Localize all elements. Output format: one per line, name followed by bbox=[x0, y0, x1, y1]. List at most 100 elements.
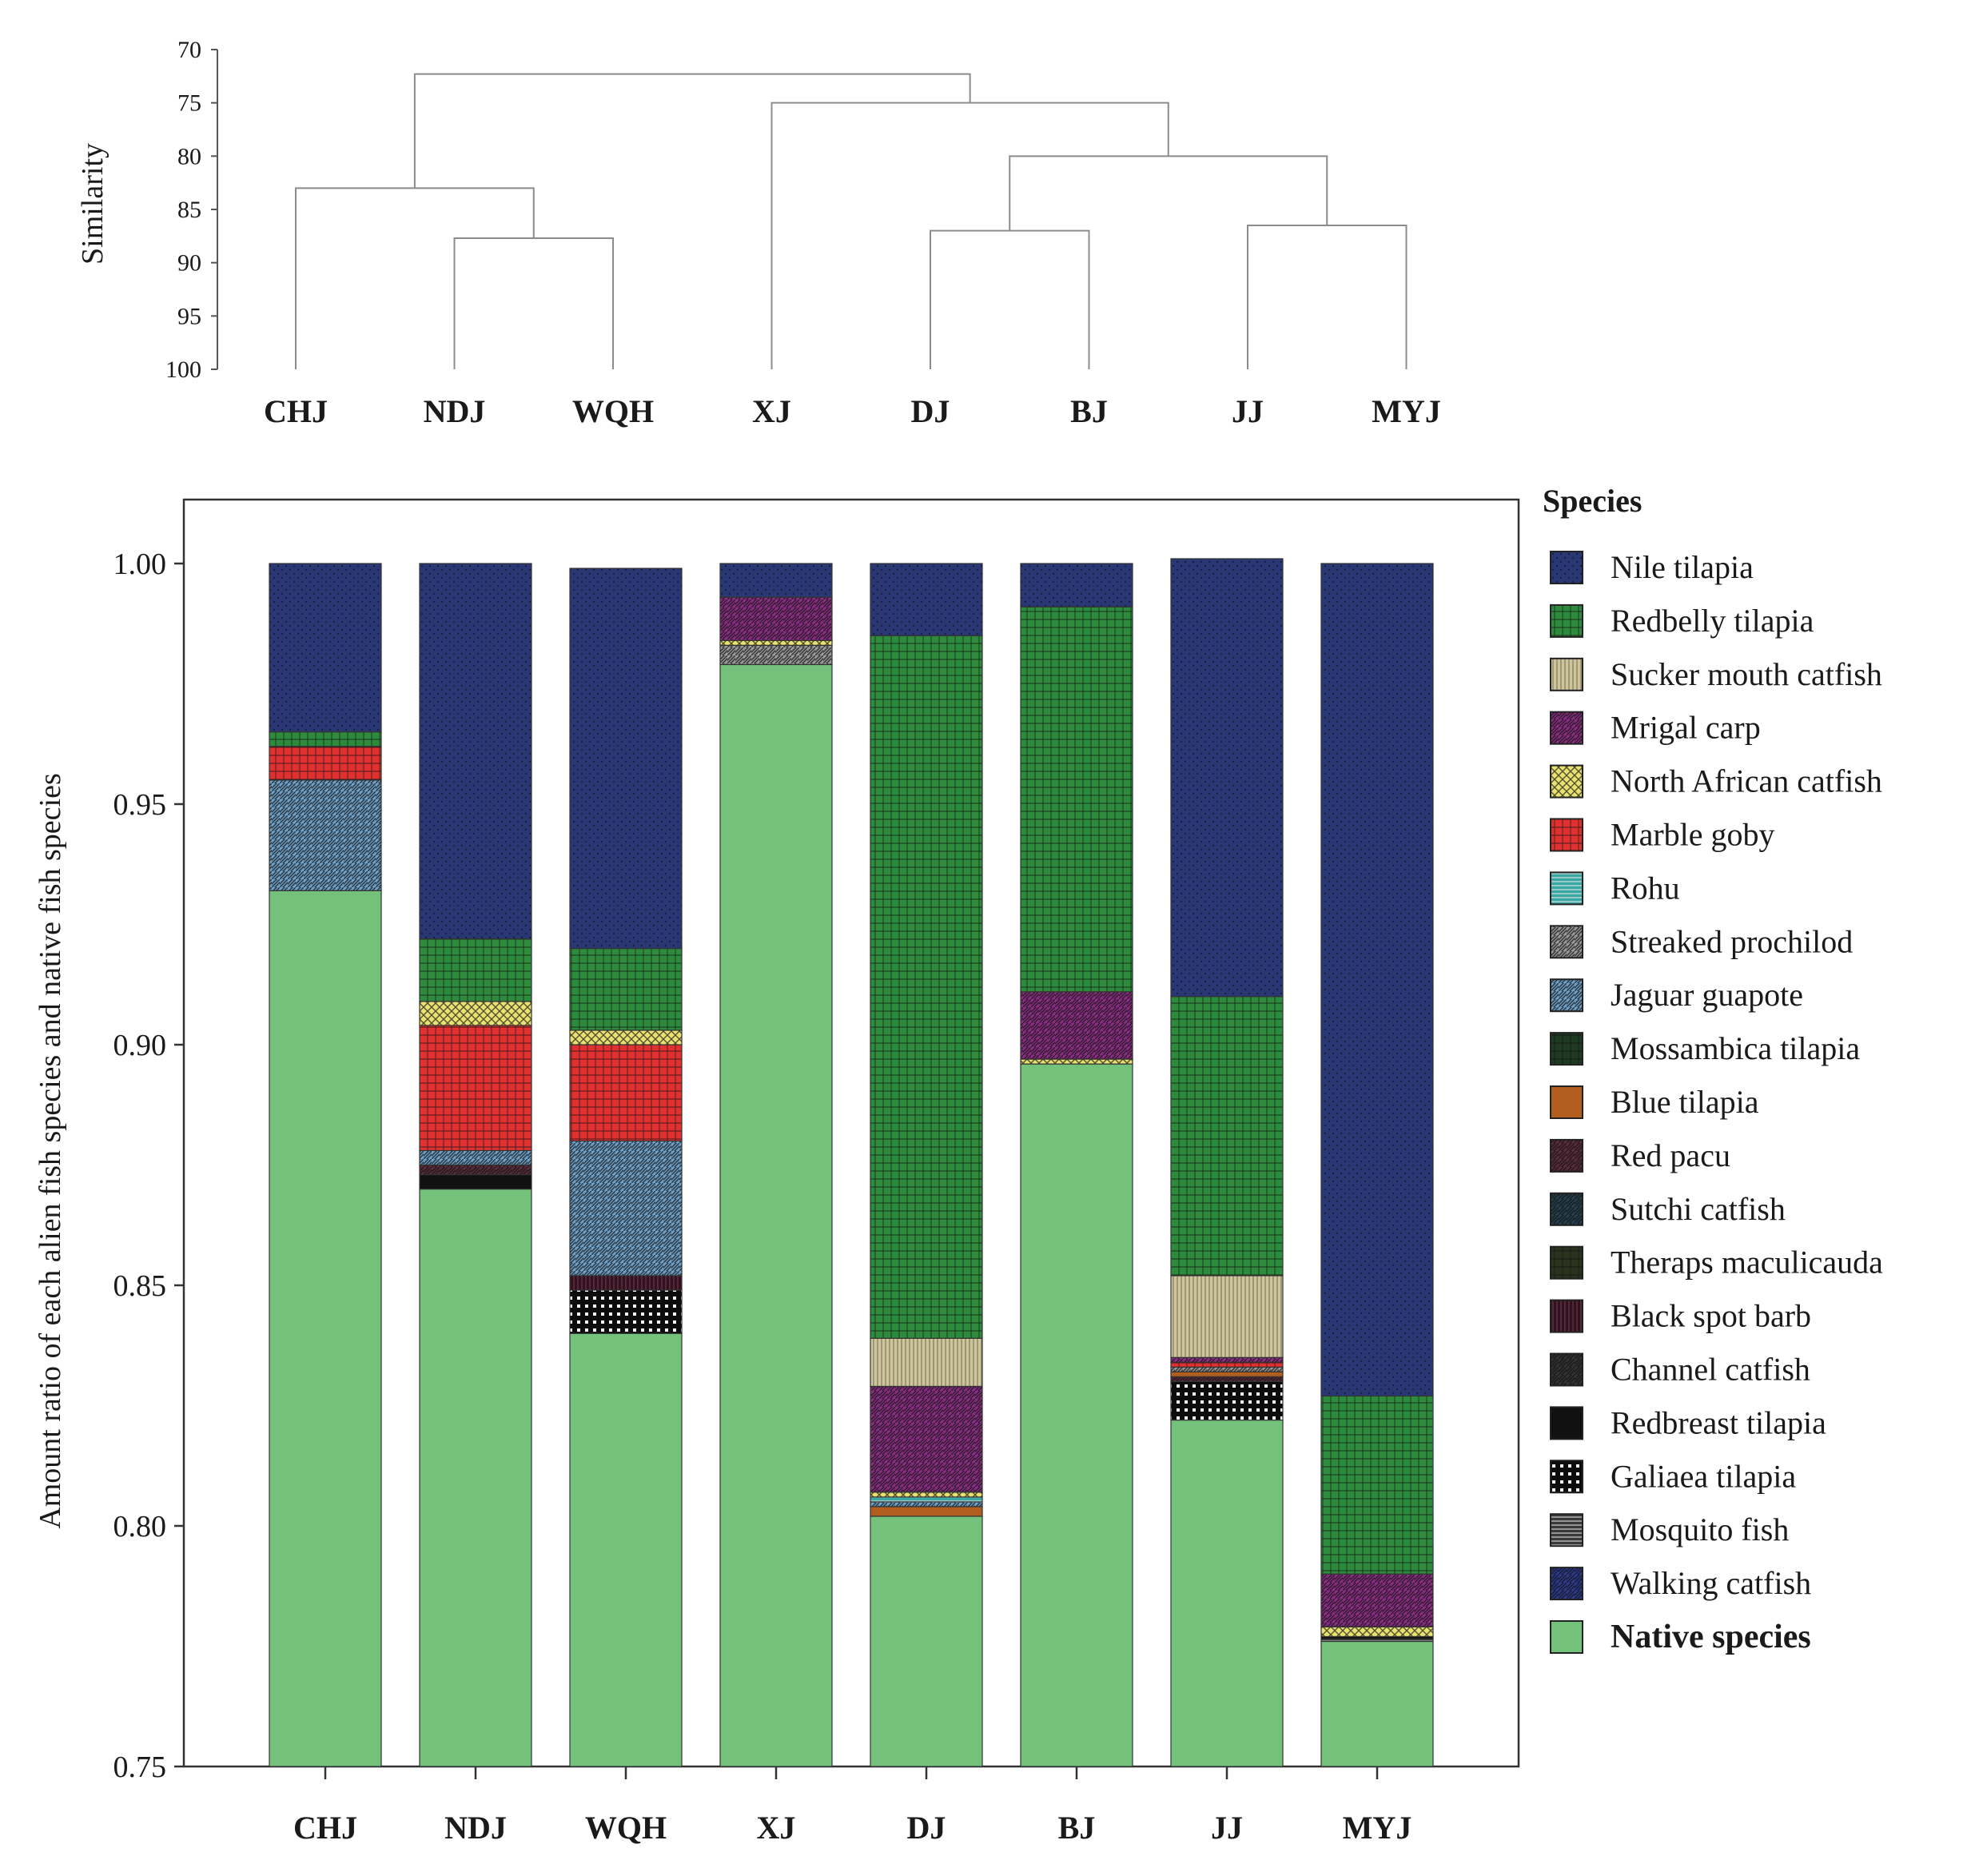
legend-swatch-red-pacu bbox=[1550, 1138, 1583, 1173]
bar-segment-wqh-native-species bbox=[569, 1332, 683, 1767]
legend-swatch-streaked-prochilod bbox=[1550, 925, 1583, 959]
legend-swatch-jaguar-guapote bbox=[1550, 978, 1583, 1013]
legend-swatch-rohu bbox=[1550, 871, 1583, 906]
legend-swatch-redbreast-tilapia bbox=[1550, 1406, 1583, 1440]
legend: Species Nile tilapia Redbelly tilapia Suck… bbox=[1543, 483, 1883, 1655]
dendrogram-y-ticks: 70 75 80 85 90 95 100 bbox=[165, 37, 217, 383]
dendrogram-link-m2 bbox=[295, 187, 535, 369]
bar-segment-wqh-nile-tilapia bbox=[569, 568, 683, 950]
legend-swatch-nile-tilapia bbox=[1550, 551, 1583, 584]
bar-segment-chj-native-species bbox=[269, 890, 382, 1767]
dendrogram-link-m7 bbox=[413, 73, 971, 189]
dendrogram-leaf-dj: DJ bbox=[911, 393, 950, 429]
bar-segment-chj-jaguar-guapote bbox=[269, 779, 382, 891]
legend-swatch-sucker-mouth-catfish bbox=[1550, 657, 1583, 691]
bar-segment-dj-nile-tilapia bbox=[870, 563, 983, 636]
dendrogram-link-m4 bbox=[1247, 225, 1408, 369]
bar-segment-wqh-redbelly-tilapia bbox=[569, 947, 683, 1031]
dendrogram-leaf-chj: CHJ bbox=[264, 393, 328, 429]
bar-segment-chj-redbelly-tilapia bbox=[269, 731, 382, 747]
legend-title: Species bbox=[1543, 483, 1642, 519]
bar-segment-wqh-north-african-catfish bbox=[569, 1030, 683, 1046]
bar-y-tick-label: 0.85 bbox=[113, 1269, 167, 1303]
dendrogram-leaf-jj: JJ bbox=[1232, 393, 1264, 429]
bar-x-label-myj: MYJ bbox=[1343, 1810, 1412, 1846]
bar-x-label-xj: XJ bbox=[757, 1810, 796, 1846]
bar-y-axis-title: Amount ratio of each alien fish species … bbox=[34, 773, 67, 1528]
bar-stack-chj bbox=[269, 563, 382, 1767]
bar-segment-ndj-redbelly-tilapia bbox=[419, 938, 532, 1002]
dendrogram-leaf-wqh: WQH bbox=[572, 393, 654, 429]
bar-segment-dj-north-african-catfish bbox=[870, 1492, 983, 1498]
legend-label-theraps-maculicauda: Theraps maculicauda bbox=[1611, 1245, 1883, 1281]
legend-label-streaked-prochilod: Streaked prochilod bbox=[1611, 923, 1853, 959]
bar-segment-myj-mrigal-carp bbox=[1320, 1573, 1434, 1628]
bar-segment-xj-north-african-catfish bbox=[719, 639, 833, 646]
bar-segment-wqh-galiaea-tilapia bbox=[569, 1289, 683, 1334]
bar-segment-myj-north-african-catfish bbox=[1320, 1626, 1434, 1638]
legend-label-sucker-mouth-catfish: Sucker mouth catfish bbox=[1611, 656, 1882, 692]
bar-segment-dj-redbelly-tilapia bbox=[870, 635, 983, 1339]
bar-y-tick-label: 0.80 bbox=[113, 1510, 167, 1543]
legend-label-black-spot-barb: Black spot barb bbox=[1611, 1298, 1811, 1334]
bar-x-ticks: CHJ NDJ WQH XJ DJ BJ JJ MYJ bbox=[293, 1766, 1412, 1846]
dendrogram-leaf-myj: MYJ bbox=[1372, 393, 1441, 429]
bar-stack-wqh bbox=[569, 568, 683, 1767]
legend-label-red-pacu: Red pacu bbox=[1611, 1137, 1730, 1173]
bar-segment-ndj-redbreast-tilapia bbox=[419, 1173, 532, 1190]
bar-x-label-chj: CHJ bbox=[293, 1810, 357, 1846]
bar-segment-ndj-north-african-catfish bbox=[419, 1001, 532, 1026]
stacked-bar-panel: Amount ratio of each alien fish species … bbox=[34, 498, 1520, 1846]
bar-segment-bj-nile-tilapia bbox=[1020, 563, 1133, 607]
legend-label-rohu: Rohu bbox=[1611, 870, 1680, 906]
bar-segment-jj-marble-goby bbox=[1170, 1361, 1284, 1368]
legend-swatch-theraps-maculicauda bbox=[1550, 1245, 1583, 1280]
legend-swatch-redbelly-tilapia bbox=[1550, 603, 1583, 638]
legend-label-walking-catfish: Walking catfish bbox=[1611, 1565, 1811, 1601]
dendrogram-links bbox=[295, 73, 1408, 369]
bar-x-label-bj: BJ bbox=[1058, 1810, 1096, 1846]
bar-segment-wqh-jaguar-guapote bbox=[569, 1140, 683, 1277]
legend-label-channel-catfish: Channel catfish bbox=[1611, 1352, 1810, 1388]
bar-segment-myj-nile-tilapia bbox=[1320, 563, 1434, 1397]
bar-segment-jj-galiaea-tilapia bbox=[1170, 1380, 1284, 1421]
bar-segment-jj-nile-tilapia bbox=[1170, 558, 1284, 998]
bar-segment-xj-native-species bbox=[719, 663, 833, 1767]
plot-frame bbox=[182, 498, 1520, 1768]
legend-label-redbelly-tilapia: Redbelly tilapia bbox=[1611, 603, 1814, 639]
dendrogram-tick-label: 85 bbox=[177, 197, 201, 223]
bar-segment-jj-blue-tilapia bbox=[1170, 1371, 1284, 1377]
bar-y-tick-label: 0.90 bbox=[113, 1029, 167, 1062]
bar-segment-chj-nile-tilapia bbox=[269, 563, 382, 733]
bar-stack-bj bbox=[1020, 563, 1133, 1767]
legend-swatch-native-species bbox=[1550, 1620, 1583, 1654]
legend-swatch-walking-catfish bbox=[1550, 1567, 1583, 1601]
bar-segment-ndj-native-species bbox=[419, 1188, 532, 1767]
dendrogram-leaf-bj: BJ bbox=[1070, 393, 1108, 429]
legend-swatch-mossambica-tilapia bbox=[1550, 1032, 1583, 1066]
legend-swatch-blue-tilapia bbox=[1550, 1085, 1583, 1119]
bar-y-ticks: 0.75 0.80 0.85 0.90 0.95 1.00 bbox=[113, 548, 184, 1784]
dendrogram-tick-label: 90 bbox=[177, 250, 201, 277]
dendrogram-tick-label: 100 bbox=[165, 356, 201, 383]
dendrogram-leaf-xj: XJ bbox=[752, 393, 791, 429]
legend-label-redbreast-tilapia: Redbreast tilapia bbox=[1611, 1404, 1826, 1440]
bar-segment-bj-native-species bbox=[1020, 1063, 1133, 1767]
bar-x-label-ndj: NDJ bbox=[444, 1810, 507, 1846]
bar-segment-dj-blue-tilapia bbox=[870, 1506, 983, 1517]
bar-stack-dj bbox=[870, 563, 983, 1767]
legend-label-sutchi-catfish: Sutchi catfish bbox=[1611, 1191, 1786, 1227]
bar-y-tick-label: 0.75 bbox=[113, 1751, 167, 1784]
legend-label-mrigal-carp: Mrigal carp bbox=[1611, 710, 1761, 746]
bar-stack-myj bbox=[1320, 563, 1434, 1767]
dendrogram-link-m3 bbox=[930, 229, 1090, 369]
dendrogram-link-m6 bbox=[770, 102, 1169, 369]
legend-swatch-marble-goby bbox=[1550, 818, 1583, 852]
bar-segment-xj-streaked-prochilod bbox=[719, 644, 833, 666]
bar-y-tick-label: 1.00 bbox=[113, 548, 167, 581]
bar-segment-jj-red-pacu bbox=[1170, 1376, 1284, 1383]
legend-swatch-black-spot-barb bbox=[1550, 1299, 1583, 1333]
bar-segment-jj-redbelly-tilapia bbox=[1170, 996, 1284, 1277]
bar-segment-myj-redbelly-tilapia bbox=[1320, 1395, 1434, 1575]
